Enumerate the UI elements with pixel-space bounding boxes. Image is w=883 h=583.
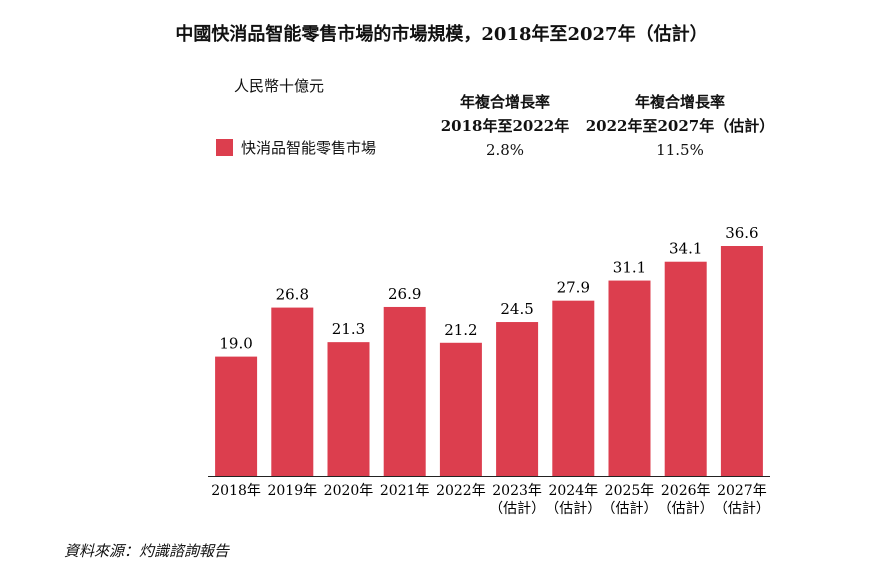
value-label-9: 36.6 [725, 224, 758, 242]
category-label-6-0: 2024年 [548, 483, 598, 499]
category-label-4-0: 2022年 [436, 483, 486, 499]
cagr-value-1: 2.8% [485, 141, 525, 159]
legend-swatch [216, 139, 233, 156]
category-label-8-0: 2026年 [661, 483, 711, 499]
category-label-2-0: 2020年 [324, 483, 374, 499]
category-label-1-0: 2019年 [267, 483, 317, 499]
category-label-7-1: （估計） [602, 501, 658, 517]
bar-9 [720, 246, 763, 476]
cagr-header-2: 年複合增長率 [634, 93, 725, 111]
unit-label: 人民幣十億元 [234, 77, 325, 95]
bar-8 [664, 261, 707, 476]
value-label-3: 26.9 [388, 285, 421, 303]
value-label-1: 26.8 [276, 286, 309, 304]
bar-6 [552, 300, 595, 476]
category-label-9-1: （估計） [714, 501, 770, 517]
cagr-period-2: 2022年至2027年（估計） [585, 117, 775, 135]
value-label-8: 34.1 [669, 240, 702, 258]
cagr-value-2: 11.5% [656, 141, 704, 159]
category-label-7-0: 2025年 [605, 483, 655, 499]
value-label-6: 27.9 [557, 279, 590, 297]
bar-5 [496, 322, 539, 476]
value-label-0: 19.0 [219, 335, 252, 353]
cagr-period-1: 2018年至2022年 [440, 117, 570, 135]
bar-4 [439, 342, 482, 476]
source-note: 資料來源：灼識諮詢報告 [64, 542, 230, 560]
category-label-8-1: （估計） [658, 501, 714, 517]
value-label-7: 31.1 [613, 259, 646, 277]
cagr-column-2: 年複合增長率 2022年至2027年（估計） 11.5% [580, 90, 780, 162]
category-label-9-0: 2027年 [717, 483, 767, 499]
bar-1 [271, 307, 314, 476]
cagr-header-1: 年複合增長率 [459, 93, 550, 111]
value-label-2: 21.3 [332, 320, 365, 338]
value-label-5: 24.5 [500, 300, 533, 318]
category-label-6-1: （估計） [545, 501, 601, 517]
bar-2 [327, 342, 370, 476]
category-label-3-0: 2021年 [380, 483, 430, 499]
legend-label: 快消品智能零售市場 [241, 139, 377, 157]
bar-7 [608, 280, 651, 476]
category-label-5-0: 2023年 [492, 483, 542, 499]
category-label-5-1: （估計） [489, 501, 545, 517]
category-label-0-0: 2018年 [211, 483, 261, 499]
cagr-column-1: 年複合增長率 2018年至2022年 2.8% [425, 90, 585, 162]
chart-title: 中國快消品智能零售市場的市場規模，2018年至2027年（估計） [175, 24, 708, 45]
value-label-4: 21.2 [444, 321, 477, 339]
bar-3 [383, 306, 426, 476]
bar-0 [215, 356, 258, 476]
legend: 快消品智能零售市場 [216, 137, 376, 158]
